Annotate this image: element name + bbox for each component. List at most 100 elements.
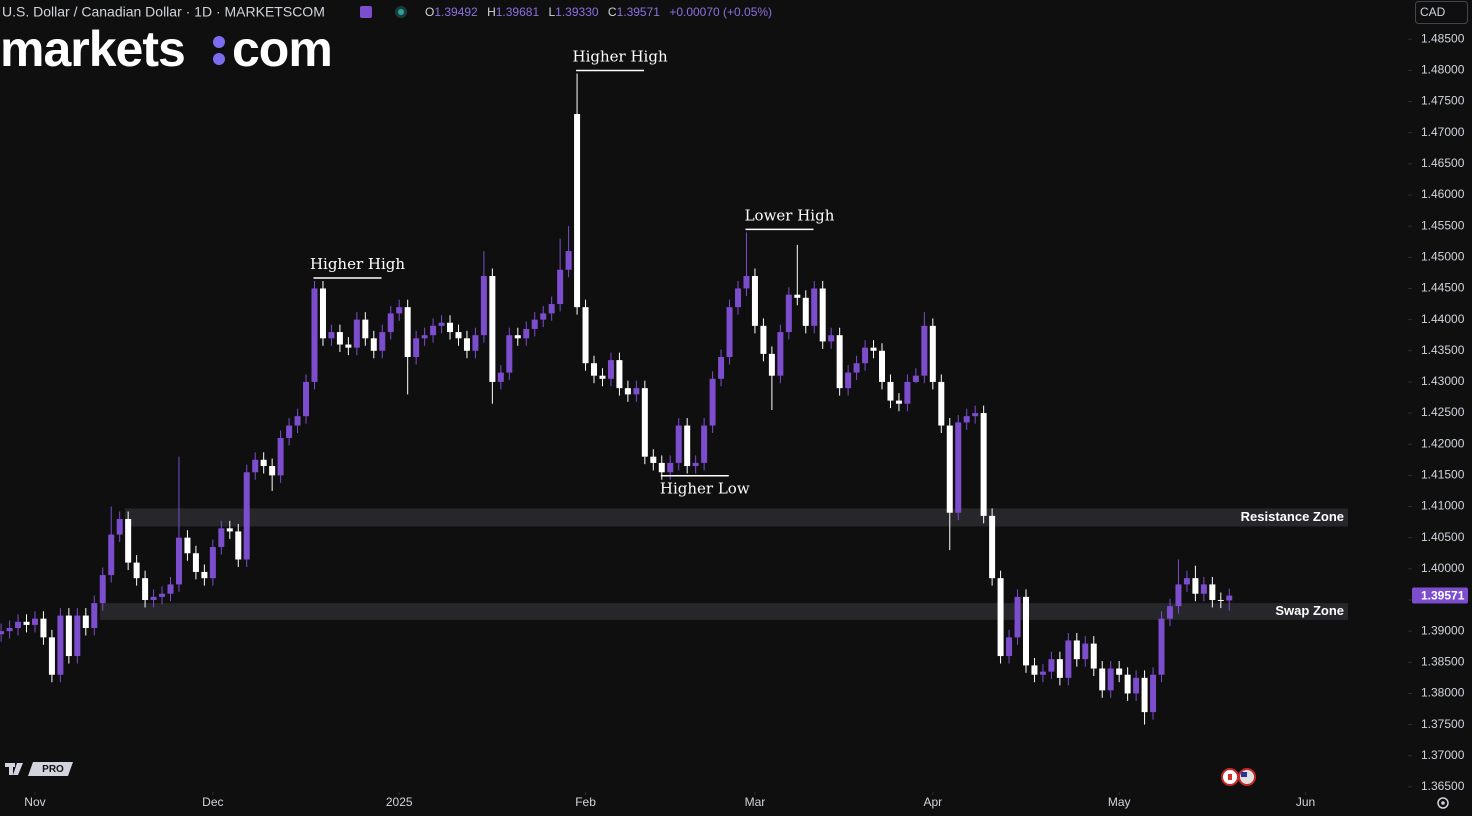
candle: [6, 620, 13, 639]
candle-body: [938, 381, 945, 426]
candle: [286, 418, 293, 446]
candle-body: [540, 313, 547, 320]
y-tick-label: 1.45500: [1421, 218, 1465, 232]
candle: [1124, 667, 1131, 701]
candle: [447, 315, 454, 340]
candle: [74, 608, 81, 664]
candle: [303, 374, 310, 424]
candle-body: [794, 294, 801, 298]
zone: [125, 508, 1348, 527]
candle: [125, 511, 132, 571]
last-price-tag: [1412, 587, 1468, 604]
annotation: Higher High: [573, 48, 668, 66]
y-tick-label: 1.43000: [1421, 374, 1465, 388]
candle-body: [303, 381, 310, 417]
candle: [99, 567, 106, 611]
candle-body: [167, 584, 174, 594]
settings-icon[interactable]: [1437, 797, 1449, 809]
candle: [616, 352, 623, 396]
tv-pro-label: PRO: [42, 764, 64, 775]
candle: [1183, 570, 1190, 592]
candle-body: [1048, 659, 1055, 672]
candle-body: [845, 372, 852, 389]
candle-body: [82, 615, 89, 629]
candle-body: [785, 294, 792, 333]
candle: [379, 324, 386, 359]
candle-body: [260, 459, 267, 467]
x-tick-label: May: [1108, 795, 1131, 809]
candle-body: [1039, 671, 1046, 675]
candles: [0, 73, 1233, 725]
tv-badge: PRO: [5, 762, 73, 776]
annotations: Higher High Higher High Lower High Higher L…: [310, 48, 835, 498]
y-tick-label: 1.39000: [1421, 623, 1465, 637]
candle: [404, 299, 411, 395]
zone-label: Resistance Zone: [1241, 509, 1344, 524]
candle-body: [413, 338, 420, 357]
candle-body: [1107, 668, 1114, 691]
tv-pro-box: [28, 762, 73, 776]
candle-body: [269, 466, 276, 476]
candle: [1107, 661, 1114, 698]
annotation: Higher Low: [660, 480, 750, 498]
candle-body: [243, 472, 250, 560]
candle: [591, 355, 598, 384]
y-tick-label: 1.47000: [1421, 125, 1465, 139]
candle-body: [836, 335, 843, 389]
candle: [108, 506, 115, 583]
candle-body: [328, 332, 335, 339]
candle: [997, 570, 1004, 664]
candle: [142, 570, 149, 608]
candle-body: [15, 621, 22, 629]
candle: [15, 614, 22, 636]
candle-body: [1116, 668, 1123, 675]
candle: [65, 608, 72, 664]
candle-body: [751, 276, 758, 326]
flag-us-canton: [1241, 772, 1247, 777]
y-tick-label: 1.48000: [1421, 63, 1465, 77]
candle: [252, 452, 259, 480]
currency-button[interactable]: [1415, 1, 1468, 24]
settings-icon-core[interactable]: [1441, 801, 1445, 805]
candle-body: [108, 534, 115, 576]
x-tick-label: Mar: [745, 795, 766, 809]
y-tick-label: 1.41500: [1421, 468, 1465, 482]
candle-body: [1175, 584, 1182, 607]
candle: [82, 608, 89, 636]
candle: [607, 352, 614, 387]
y-tick-label: 1.46500: [1421, 156, 1465, 170]
candle-body: [65, 615, 72, 657]
candle: [709, 371, 716, 434]
candle: [345, 337, 352, 356]
candle: [319, 280, 326, 346]
candle-body: [1006, 637, 1013, 657]
candle-body: [125, 518, 132, 563]
candle-body: [667, 462, 674, 473]
candle-body: [1226, 595, 1233, 601]
candle-body: [421, 335, 428, 339]
currency-label[interactable]: CAD: [1420, 5, 1446, 19]
tv-logo-part: [13, 763, 23, 775]
candle: [91, 595, 98, 636]
candle: [879, 343, 886, 390]
y-tick-label: 1.38500: [1421, 654, 1465, 668]
candle: [48, 629, 55, 683]
candle-body: [294, 416, 301, 426]
candle: [116, 511, 123, 543]
y-tick-label: 1.41000: [1421, 499, 1465, 513]
candle: [701, 418, 708, 471]
flag-ca-leaf: [1228, 774, 1232, 780]
candle-body: [574, 114, 581, 308]
candle: [836, 327, 843, 396]
candle-body: [1056, 659, 1063, 678]
zone: [100, 603, 1348, 620]
candle-body: [862, 347, 869, 364]
ohlc-value: 1.39492: [434, 5, 478, 19]
candle-body: [904, 381, 911, 404]
candle: [421, 327, 428, 346]
candle-body: [650, 456, 657, 463]
candle: [1073, 632, 1080, 667]
candle: [328, 324, 335, 346]
candle-body: [726, 307, 733, 357]
candle-body: [1217, 599, 1224, 601]
